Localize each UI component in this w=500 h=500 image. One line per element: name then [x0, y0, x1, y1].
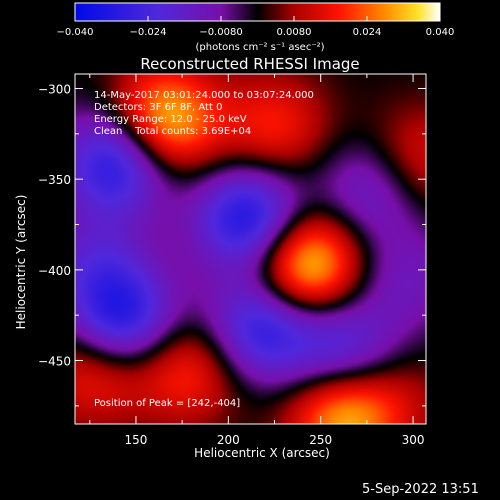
colorbar-gradient: [75, 3, 440, 21]
energy-range-annotation: Energy Range: 12.0 - 25.0 keV: [94, 114, 247, 125]
colorbar: [75, 3, 440, 21]
y-tick-label: −400: [38, 264, 71, 278]
clean-counts-annotation: Clean Total counts: 3.69E+04: [94, 126, 252, 137]
plot-date-stamp: 5-Sep-2022 13:51: [362, 482, 479, 497]
y-tick-label: −300: [38, 83, 71, 97]
detectors-annotation: Detectors: 3F 6F 8F, Att 0: [94, 102, 223, 113]
colorbar-tick-label: 0.0080: [277, 27, 312, 38]
chart-title: Reconstructed RHESSI Image: [140, 55, 359, 73]
time-range-annotation: 14-May-2017 03:01:24.000 to 03:07:24.000: [94, 90, 314, 101]
x-axis-label: Heliocentric X (arcsec): [194, 446, 330, 460]
colorbar-unit-label: (photons cm⁻² s⁻¹ asec⁻²): [195, 42, 324, 53]
x-tick-label: 150: [125, 433, 148, 447]
colorbar-border: [74, 2, 441, 22]
colorbar-tick-label: 0.040: [426, 27, 455, 38]
heatmap-image: [75, 74, 426, 424]
y-tick-label: −350: [38, 173, 71, 187]
colorbar-tick-label: −0.0080: [199, 27, 242, 38]
peak-position-label: Position of Peak = [242,-404]: [94, 398, 241, 409]
y-axis-label: Heliocentric Y (arcsec): [14, 195, 28, 330]
colorbar-tick-label: −0.024: [129, 27, 166, 38]
heatmap-canvas: [75, 74, 426, 424]
x-tick-label: 200: [217, 433, 240, 447]
colorbar-tick-label: 0.024: [353, 27, 382, 38]
y-tick-label: −450: [38, 355, 71, 369]
x-tick-label: 300: [402, 433, 425, 447]
colorbar-tick-label: −0.040: [56, 27, 93, 38]
axes: 150 200 250 300 −300 −350 −400 −450 −0.040 −0.024…: [38, 2, 455, 447]
plot-border: [74, 73, 427, 425]
x-tick-label: 250: [309, 433, 332, 447]
